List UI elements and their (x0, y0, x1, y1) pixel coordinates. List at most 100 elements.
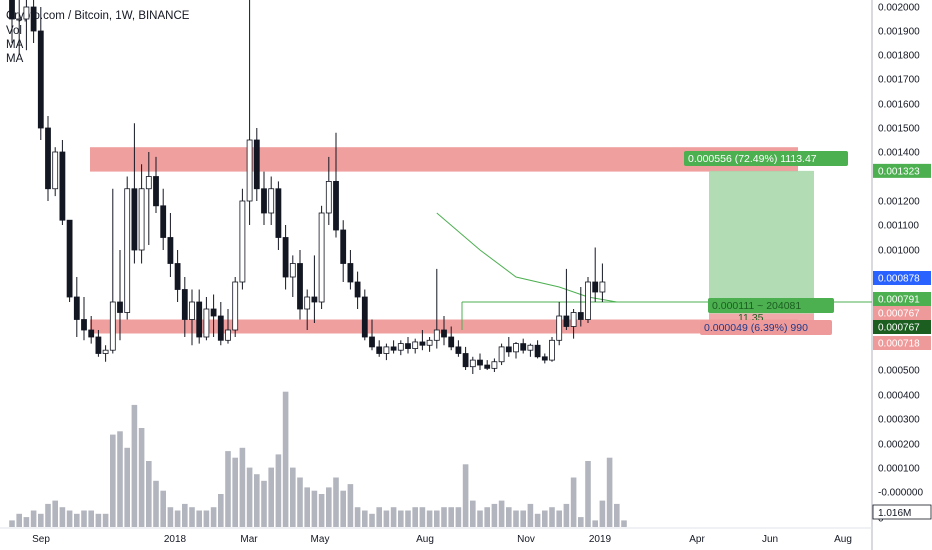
time-tick-label: Apr (689, 534, 705, 545)
candle-body (426, 339, 433, 346)
volume-bar (124, 447, 130, 527)
candle-body (81, 319, 87, 331)
candle (585, 277, 591, 323)
candle (455, 340, 462, 357)
candle-body (390, 346, 397, 351)
volume-bar (556, 510, 562, 527)
volume-bar (333, 477, 339, 527)
candle (160, 188, 167, 250)
candle (297, 250, 303, 320)
candle-body (505, 346, 512, 353)
volume-bar (362, 510, 368, 527)
volume-bar (578, 517, 584, 527)
candle-body (210, 308, 217, 317)
candle-body (73, 296, 80, 320)
candle-body (153, 176, 159, 207)
volume-bar (606, 457, 613, 527)
price-tick-label: 0.001800 (878, 51, 920, 62)
exchange: BINANCE (138, 10, 190, 22)
candle-body (138, 188, 145, 251)
candle-body (347, 263, 354, 283)
volume-bar (117, 431, 123, 527)
candle (37, 7, 44, 140)
candle-body (167, 237, 174, 264)
volume-bar (426, 510, 433, 527)
candle-body (181, 289, 188, 320)
candle-body (59, 151, 66, 221)
candle-body (304, 296, 311, 310)
volume-bar (52, 500, 58, 527)
candle-body (441, 329, 447, 338)
volume-bar (225, 451, 231, 527)
candle-body (282, 237, 289, 278)
candle-body (527, 344, 534, 351)
candle-body (117, 301, 123, 313)
volume-tick-label: 0.000100 (878, 464, 920, 475)
candle (448, 326, 455, 351)
candle (239, 188, 246, 290)
candle-body (455, 346, 462, 354)
volume-bar (23, 517, 30, 527)
candle-body (498, 346, 505, 363)
candle (484, 360, 491, 370)
candle-body (513, 343, 519, 353)
volume-bar (592, 520, 598, 527)
volume-bar (448, 507, 454, 527)
price-tick-label: 0.001000 (878, 246, 920, 257)
candle (131, 123, 138, 264)
price-badge-bg (873, 306, 931, 320)
loss-label-box (700, 320, 832, 335)
time-tick-label: Jun (762, 534, 778, 545)
price-tick-label: 0.000500 (878, 366, 920, 377)
volume-bar (268, 467, 274, 527)
candle-body (88, 329, 95, 338)
volume-bar (196, 510, 202, 527)
indicator-ma-2[interactable]: MA (6, 53, 24, 65)
volume-bar (81, 510, 87, 527)
candle-body (95, 336, 102, 354)
candle-body (145, 176, 152, 190)
indicator-vol[interactable]: Vol (6, 25, 22, 37)
candle (513, 341, 519, 359)
candle (397, 340, 404, 356)
candle (109, 188, 116, 354)
volume-bar (570, 477, 577, 527)
time-tick-label: May (311, 534, 330, 545)
volume-bar (376, 507, 382, 527)
candle-body (549, 339, 555, 361)
candle-body (477, 359, 483, 366)
candle (203, 297, 210, 341)
volume-bar (30, 510, 37, 527)
candle-body (333, 180, 339, 231)
interval[interactable]: 1W (115, 10, 132, 22)
candle (66, 219, 73, 302)
candle-body (462, 353, 469, 368)
volume-bar (405, 510, 411, 527)
candle-body (520, 343, 527, 351)
volume-bar (59, 507, 66, 527)
price-tick-label: 0.002000 (878, 3, 920, 14)
volume-bar (311, 490, 318, 527)
candle-body (354, 281, 361, 298)
volume-bar (455, 507, 462, 527)
candle (225, 309, 231, 344)
volume-bar (369, 513, 375, 527)
candle-body (109, 301, 116, 351)
volume-bar (282, 391, 289, 527)
candle-body (376, 346, 383, 354)
candle (167, 213, 174, 277)
volume-bar (95, 513, 102, 527)
candle (16, 0, 23, 55)
volume-bar (246, 467, 253, 527)
candle (124, 176, 131, 320)
volume-tick-label: -0.000000 (878, 488, 923, 499)
candle (81, 297, 87, 341)
volume-bar (441, 507, 447, 527)
candle-body (30, 6, 37, 32)
volume-bar (167, 507, 174, 527)
candle (520, 338, 527, 354)
volume-tick-label: 0.000200 (878, 440, 920, 451)
volume-bar (290, 467, 296, 527)
candle (23, 0, 30, 51)
